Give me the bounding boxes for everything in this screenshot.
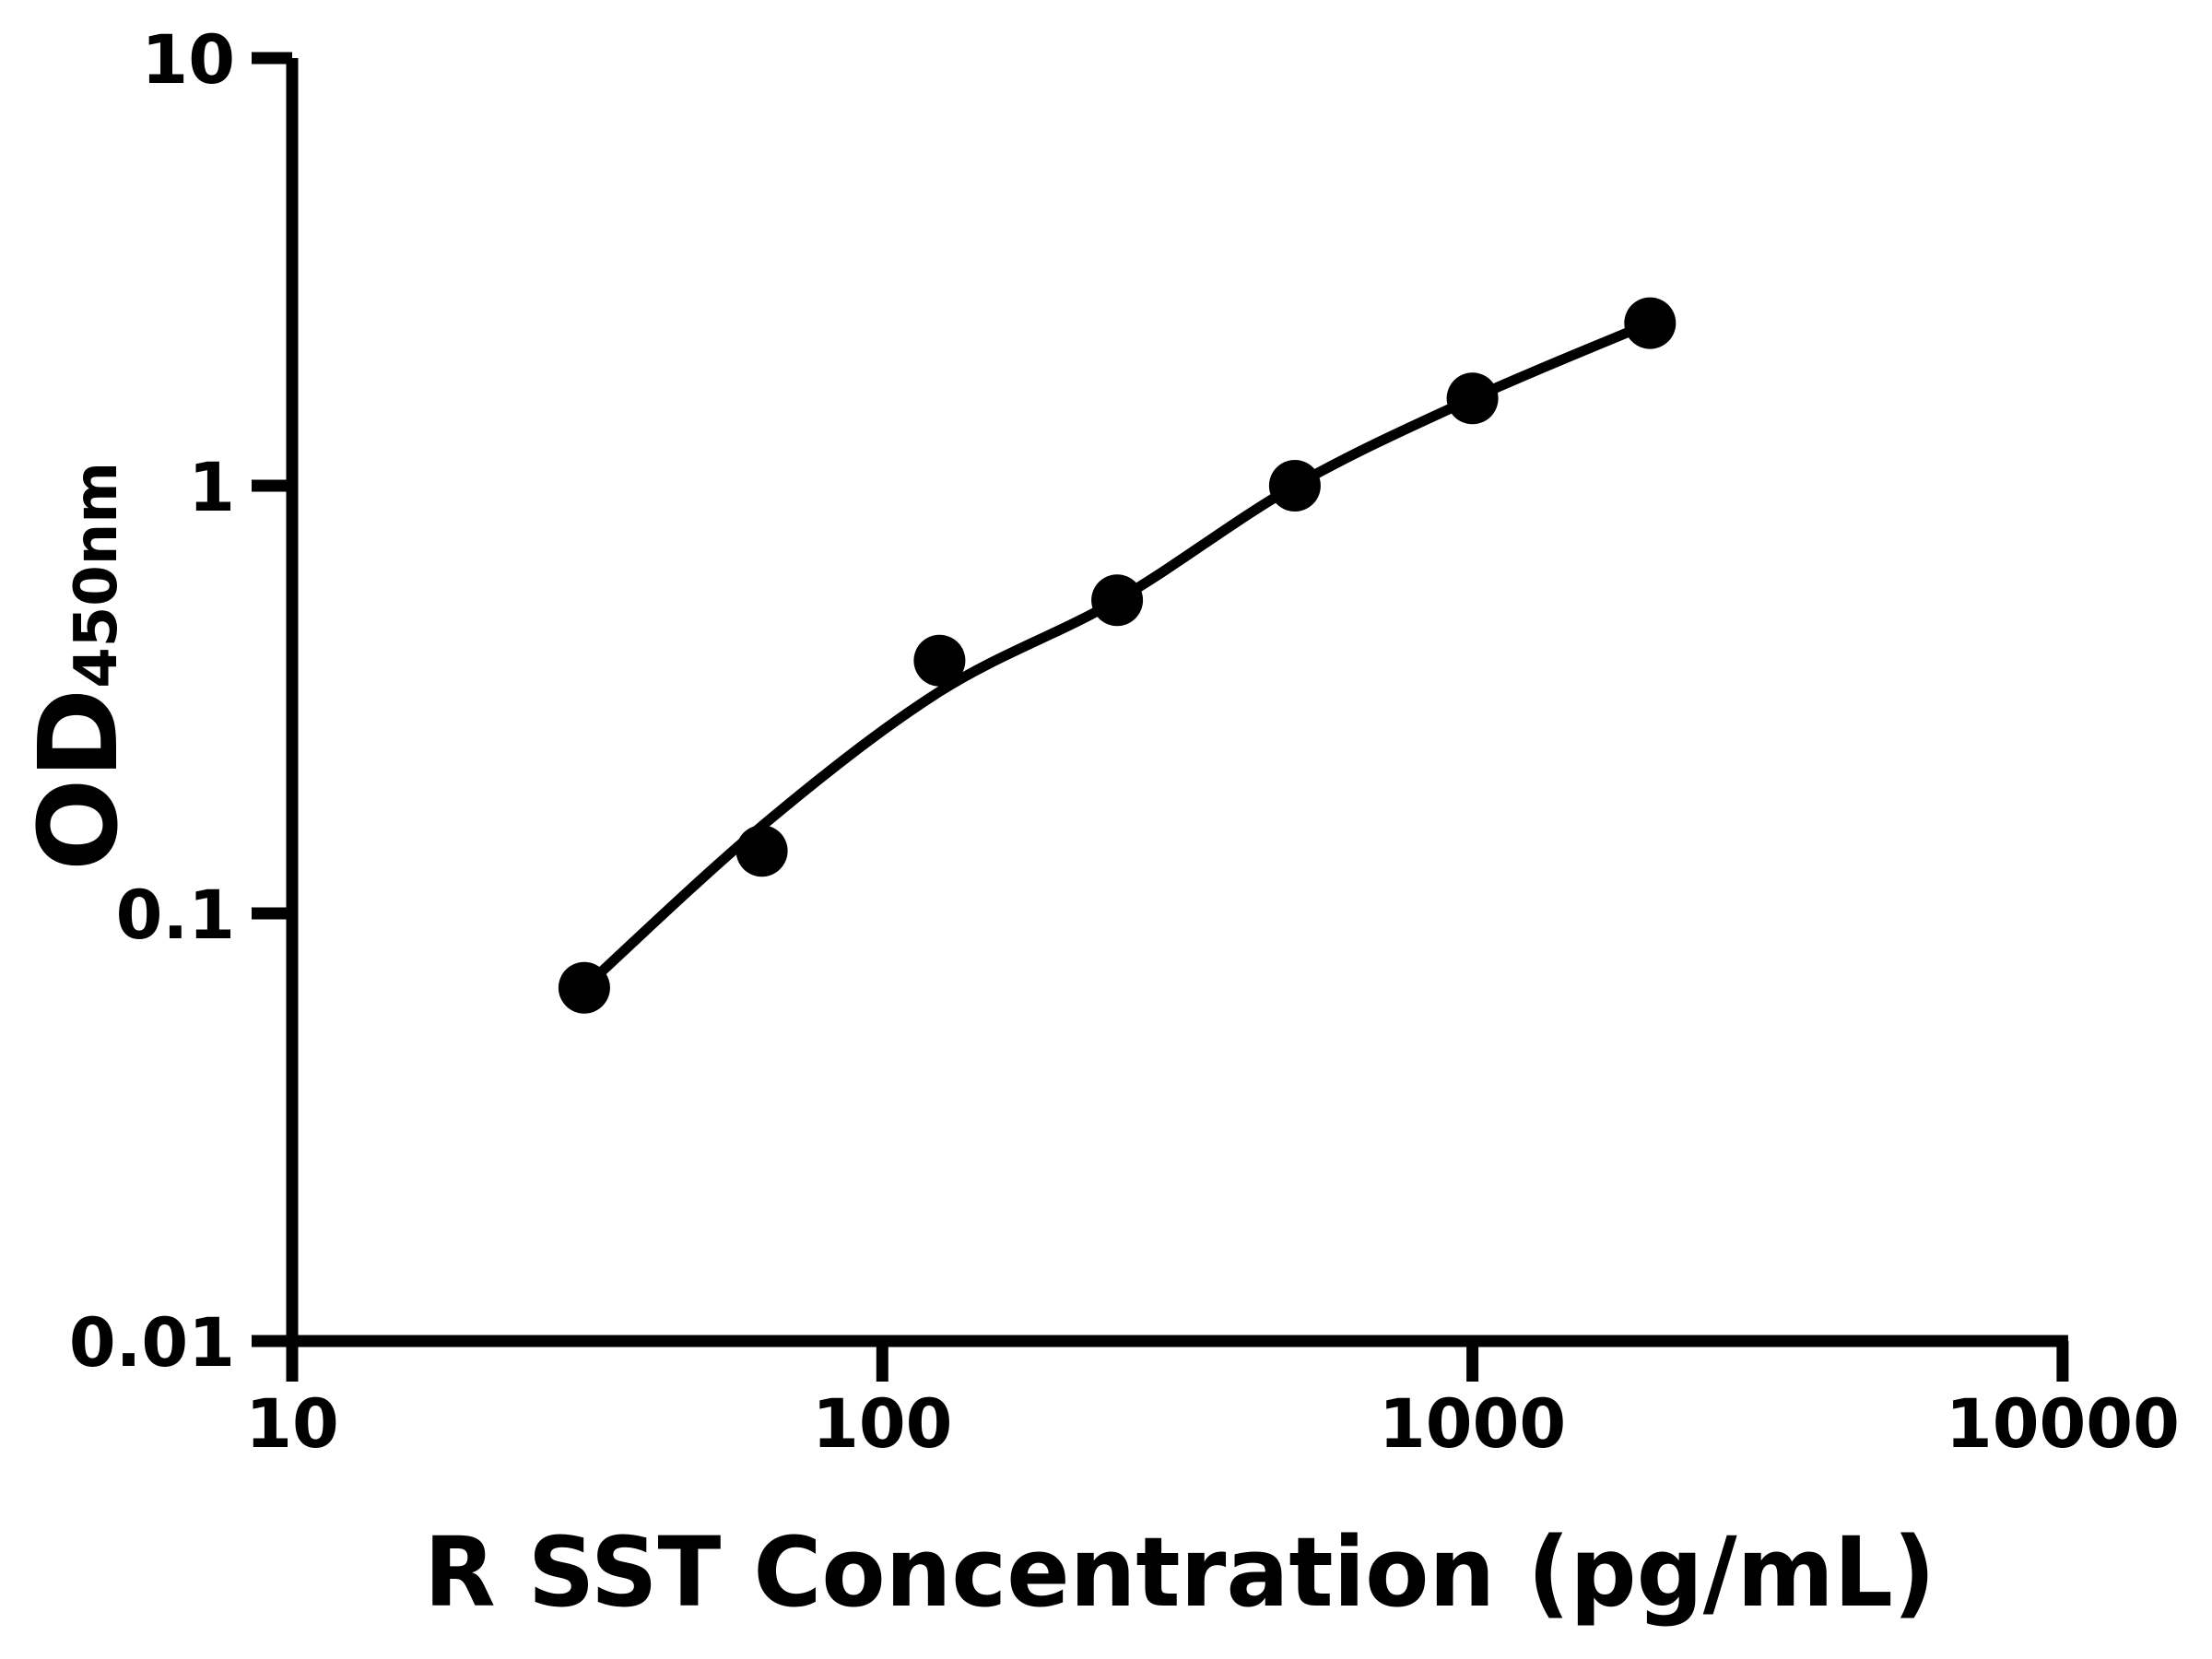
- data-point-marker: [1446, 372, 1499, 425]
- fit-curve-line: [581, 318, 1653, 992]
- y-tick-label: 10: [141, 21, 235, 100]
- y-tick-label: 0.1: [116, 877, 235, 955]
- y-tick-label: 0.01: [69, 1304, 235, 1382]
- x-tick-label: 10: [245, 1385, 339, 1464]
- data-point-marker: [558, 961, 610, 1014]
- axes: [286, 58, 2068, 1347]
- data-points: [558, 297, 1677, 1014]
- data-point-marker: [1091, 574, 1144, 627]
- x-axis-title: R SST Concentration (pg/mL): [424, 1516, 1936, 1629]
- x-tick-label: 10000: [1946, 1385, 2180, 1464]
- x-tick-label: 100: [812, 1385, 952, 1464]
- x-tick-label: 1000: [1379, 1385, 1566, 1464]
- data-point-marker: [735, 825, 788, 877]
- y-axis-title: OD450nm: [15, 462, 142, 871]
- axis-ticks: [252, 52, 2069, 1382]
- y-axis-title-main: OD: [15, 688, 142, 871]
- data-point-marker: [1268, 460, 1321, 512]
- data-point-marker: [1624, 297, 1677, 349]
- y-axis-title-subscript: 450nm: [63, 462, 131, 688]
- y-tick-label: 1: [188, 449, 235, 527]
- data-point-marker: [913, 634, 966, 687]
